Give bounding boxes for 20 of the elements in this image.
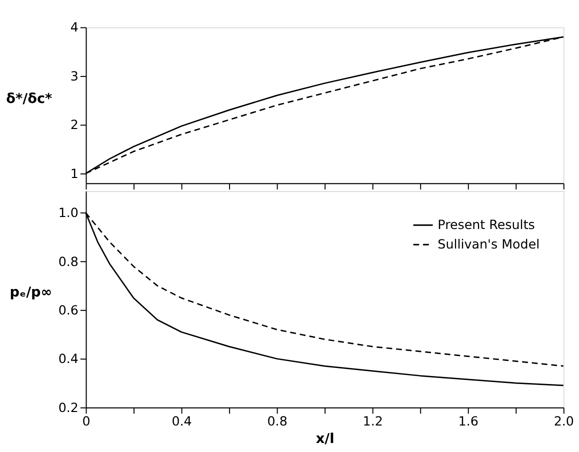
y-tick-label: 1.0 (58, 205, 78, 220)
y-tick-label: 0.6 (58, 302, 78, 318)
x-tick-label: 0.4 (172, 413, 192, 428)
x-tick-label: 0.8 (267, 413, 288, 428)
y-tick-label: 3 (70, 68, 78, 84)
y-tick-label: 0.2 (58, 400, 78, 415)
y-axis-title: δ*/δc* (6, 90, 52, 107)
y-tick-label: 0.4 (58, 351, 78, 366)
y-tick-label: 2 (70, 117, 78, 132)
y-tick-label: 1 (70, 166, 78, 181)
x-axis-title: x/l (316, 430, 334, 447)
x-tick-label: 0 (82, 413, 90, 428)
x-tick-label: 1.6 (458, 413, 478, 428)
y-axis-title: pₑ/p∞ (10, 284, 52, 301)
x-tick-label: 2.0 (554, 413, 574, 428)
y-tick-label: 4 (70, 20, 78, 35)
legend-label: Sullivan's Model (438, 236, 540, 252)
legend-label: Present Results (438, 216, 535, 232)
y-tick-label: 0.8 (58, 254, 78, 269)
x-tick-label: 1.2 (362, 413, 383, 428)
